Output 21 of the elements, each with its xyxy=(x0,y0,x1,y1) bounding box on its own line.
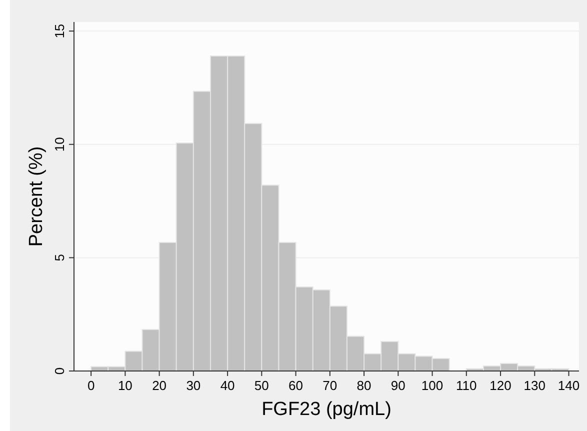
y-tick-label: 5 xyxy=(52,254,67,262)
x-tick-label: 110 xyxy=(456,378,477,393)
x-tick-label: 30 xyxy=(186,378,201,393)
y-axis-title: Percent (%) xyxy=(26,146,47,247)
x-tick-label: 120 xyxy=(490,378,512,393)
x-tick-label: 50 xyxy=(254,378,269,393)
x-tick-label: 140 xyxy=(558,378,580,393)
x-tick-label: 20 xyxy=(152,378,167,393)
x-tick-label: 130 xyxy=(524,378,546,393)
x-tick-label: 70 xyxy=(322,378,338,393)
x-tick-label: 0 xyxy=(87,378,95,393)
x-axis-title: FGF23 (pg/mL) xyxy=(262,399,392,420)
x-tick-label: 40 xyxy=(220,378,235,393)
x-tick-label: 60 xyxy=(288,378,304,393)
x-tick-label: 10 xyxy=(118,378,132,393)
x-tick-label: 100 xyxy=(421,378,444,393)
x-tick-label: 80 xyxy=(356,378,372,393)
y-tick-label: 0 xyxy=(52,367,67,375)
y-tick-label: 10 xyxy=(52,137,67,152)
y-tick-label: 15 xyxy=(52,24,67,38)
x-tick-label: 90 xyxy=(390,378,406,393)
